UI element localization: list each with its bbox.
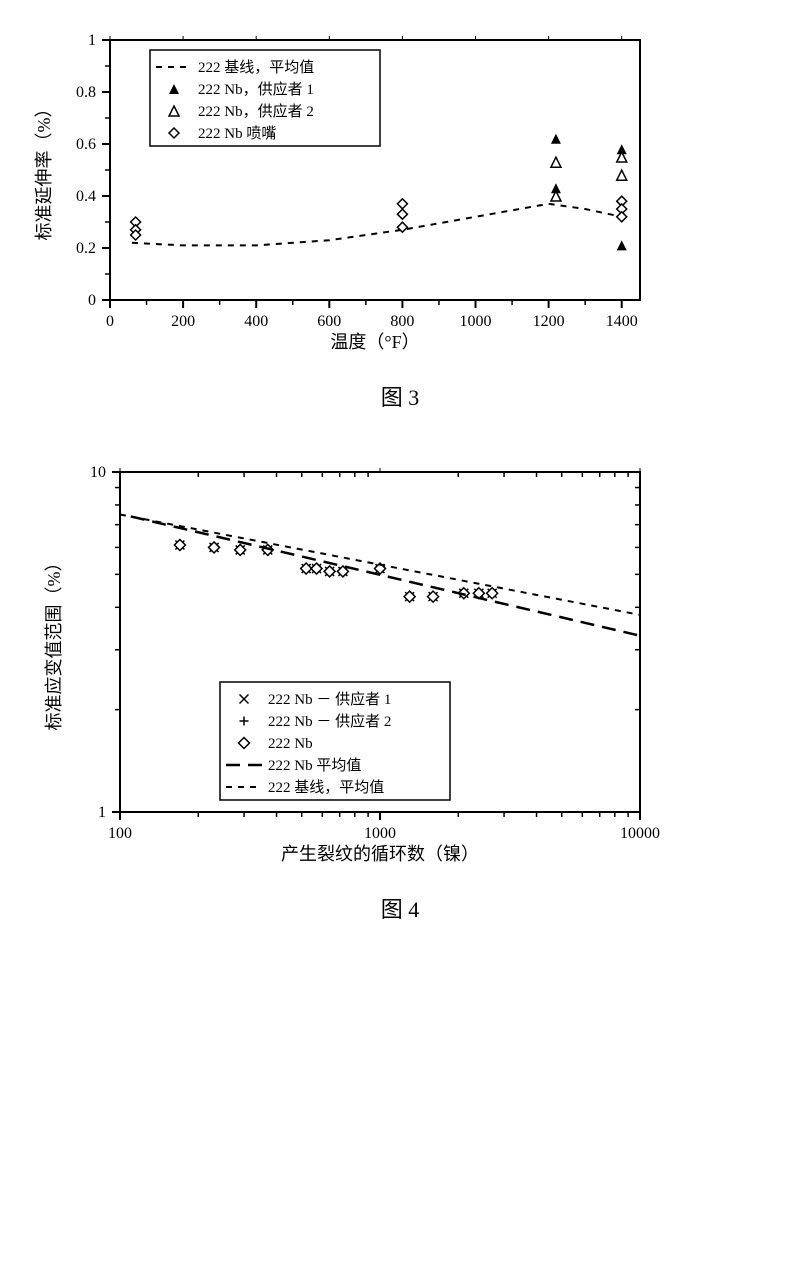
svg-text:10: 10: [90, 464, 106, 481]
svg-text:温度（°F）: 温度（°F）: [330, 332, 419, 352]
svg-text:222 Nb 平均值: 222 Nb 平均值: [268, 757, 361, 774]
fig3-caption: 图 3: [20, 380, 780, 412]
svg-text:222 基线，平均值: 222 基线，平均值: [268, 779, 384, 796]
svg-text:800: 800: [390, 313, 414, 330]
svg-text:222 Nb: 222 Nb: [268, 736, 313, 752]
svg-text:400: 400: [244, 313, 268, 330]
svg-text:200: 200: [171, 313, 195, 330]
svg-text:222 基线，平均值: 222 基线，平均值: [198, 59, 314, 76]
svg-text:1: 1: [98, 804, 106, 821]
fig4-caption: 图 4: [20, 892, 780, 924]
svg-text:产生裂纹的循环数（镍）: 产生裂纹的循环数（镍）: [281, 844, 479, 864]
svg-text:100: 100: [108, 825, 132, 842]
fig3-chart: 0 200 400 600 800 1000 1200 1400 0 0.2 0.4 0.6 0.8 1 温…: [20, 20, 780, 360]
svg-text:0.2: 0.2: [76, 240, 96, 257]
figure-4: 100 1000 10000 1 10 产生裂纹的循环数（镍） 标准应变值范围（%） 222 …: [20, 452, 780, 924]
fig4-chart: 100 1000 10000 1 10 产生裂纹的循环数（镍） 标准应变值范围（%） 222 …: [20, 452, 780, 872]
svg-text:600: 600: [317, 313, 341, 330]
svg-text:1000: 1000: [460, 313, 492, 330]
svg-text:1: 1: [88, 32, 96, 49]
svg-text:222 Nb － 供应者 1: 222 Nb － 供应者 1: [268, 690, 391, 708]
svg-text:222 Nb，供应者 2: 222 Nb，供应者 2: [198, 102, 314, 120]
svg-text:0.4: 0.4: [76, 188, 96, 205]
svg-text:10000: 10000: [620, 825, 660, 842]
figure-3: 0 200 400 600 800 1000 1200 1400 0 0.2 0.4 0.6 0.8 1 温…: [20, 20, 780, 412]
svg-text:222 Nb，供应者 1: 222 Nb，供应者 1: [198, 80, 314, 98]
svg-text:0.6: 0.6: [76, 136, 96, 153]
svg-text:1400: 1400: [606, 313, 638, 330]
svg-text:1200: 1200: [533, 313, 565, 330]
svg-text:222 Nb － 供应者 2: 222 Nb － 供应者 2: [268, 712, 391, 730]
svg-text:222 Nb 喷嘴: 222 Nb 喷嘴: [198, 125, 276, 142]
svg-text:0.8: 0.8: [76, 84, 96, 101]
svg-text:标准延伸率（%）: 标准延伸率（%）: [34, 100, 54, 241]
svg-text:0: 0: [106, 313, 114, 330]
svg-text:0: 0: [88, 292, 96, 309]
svg-text:1000: 1000: [364, 825, 396, 842]
svg-text:标准应变值范围（%）: 标准应变值范围（%）: [44, 554, 64, 731]
